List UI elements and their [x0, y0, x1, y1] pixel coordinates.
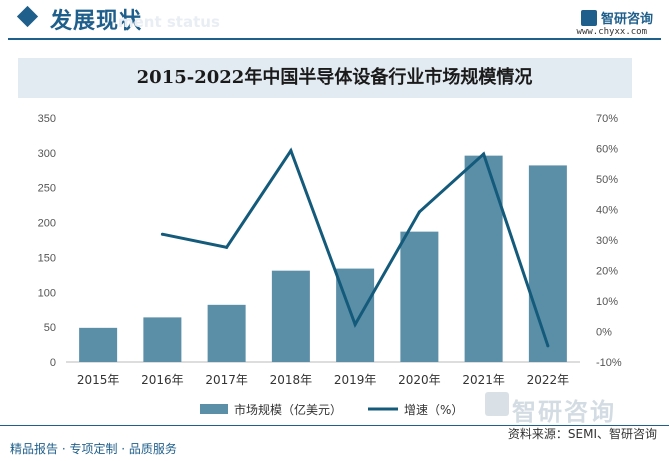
x-tick-label: 2018年 — [270, 373, 313, 387]
growth-point — [546, 344, 550, 348]
section-subtitle: ment status — [118, 13, 220, 31]
watermark-logo-icon — [485, 392, 509, 416]
y-tick-label: 100 — [38, 287, 56, 299]
growth-point — [417, 210, 421, 214]
bar — [400, 231, 439, 362]
x-tick-label: 2020年 — [398, 373, 441, 387]
y-tick-label: 250 — [38, 183, 56, 195]
y2-tick-label: -10% — [596, 357, 622, 369]
y-tick-label: 200 — [38, 218, 56, 230]
bar — [79, 327, 118, 362]
x-tick-label: 2015年 — [77, 373, 120, 387]
brand: 智研咨询 — [580, 8, 653, 27]
footer-divider — [0, 425, 669, 426]
bar — [143, 317, 182, 362]
y2-tick-label: 0% — [596, 327, 612, 339]
y2-tick-label: 50% — [596, 174, 618, 186]
bar — [271, 270, 310, 362]
source-note: 资料来源：SEMI、智研咨询 — [507, 427, 657, 441]
brand-url: www.chyxx.com — [576, 27, 647, 37]
x-tick-label: 2022年 — [527, 373, 570, 387]
legend-line-label: 增速（%） — [404, 403, 463, 417]
y2-tick-label: 60% — [596, 144, 618, 156]
growth-point — [289, 149, 293, 153]
bar — [528, 165, 567, 362]
growth-point — [225, 245, 229, 249]
legend-bar-swatch — [200, 404, 228, 414]
x-tick-label: 2019年 — [334, 373, 377, 387]
y-tick-label: 0 — [50, 357, 56, 369]
footer-tagline: 精品报告 · 专项定制 · 品质服务 — [10, 442, 177, 456]
bar — [207, 304, 246, 362]
y2-tick-label: 40% — [596, 205, 618, 217]
y-tick-label: 50 — [44, 322, 56, 334]
y-tick-label: 150 — [38, 252, 56, 264]
x-tick-label: 2016年 — [141, 373, 184, 387]
x-tick-label: 2017年 — [205, 373, 248, 387]
watermark-text: 智研咨询 — [512, 398, 616, 426]
y-tick-label: 350 — [38, 113, 56, 125]
y2-tick-label: 10% — [596, 296, 618, 308]
chart-title-band — [18, 58, 632, 98]
section-title: 发展现状 — [50, 9, 143, 34]
header: 发展现状 ment status 智研咨询 www.chyxx.com — [0, 0, 669, 42]
header-divider — [8, 38, 661, 40]
y2-tick-label: 70% — [596, 113, 618, 125]
bar — [336, 268, 375, 362]
brand-logo-icon — [580, 9, 597, 26]
y2-tick-label: 30% — [596, 235, 618, 247]
chart-title: 2015-2022年中国半导体设备行业市场规模情况 — [136, 67, 533, 88]
y2-tick-label: 20% — [596, 266, 618, 278]
bar — [464, 155, 503, 362]
growth-point — [160, 232, 164, 236]
growth-point — [482, 152, 486, 156]
y-tick-label: 300 — [38, 148, 56, 160]
x-tick-label: 2021年 — [462, 373, 505, 387]
growth-point — [353, 322, 357, 326]
brand-name: 智研咨询 — [600, 12, 653, 27]
legend-bar-label: 市场规模（亿美元） — [234, 402, 342, 417]
